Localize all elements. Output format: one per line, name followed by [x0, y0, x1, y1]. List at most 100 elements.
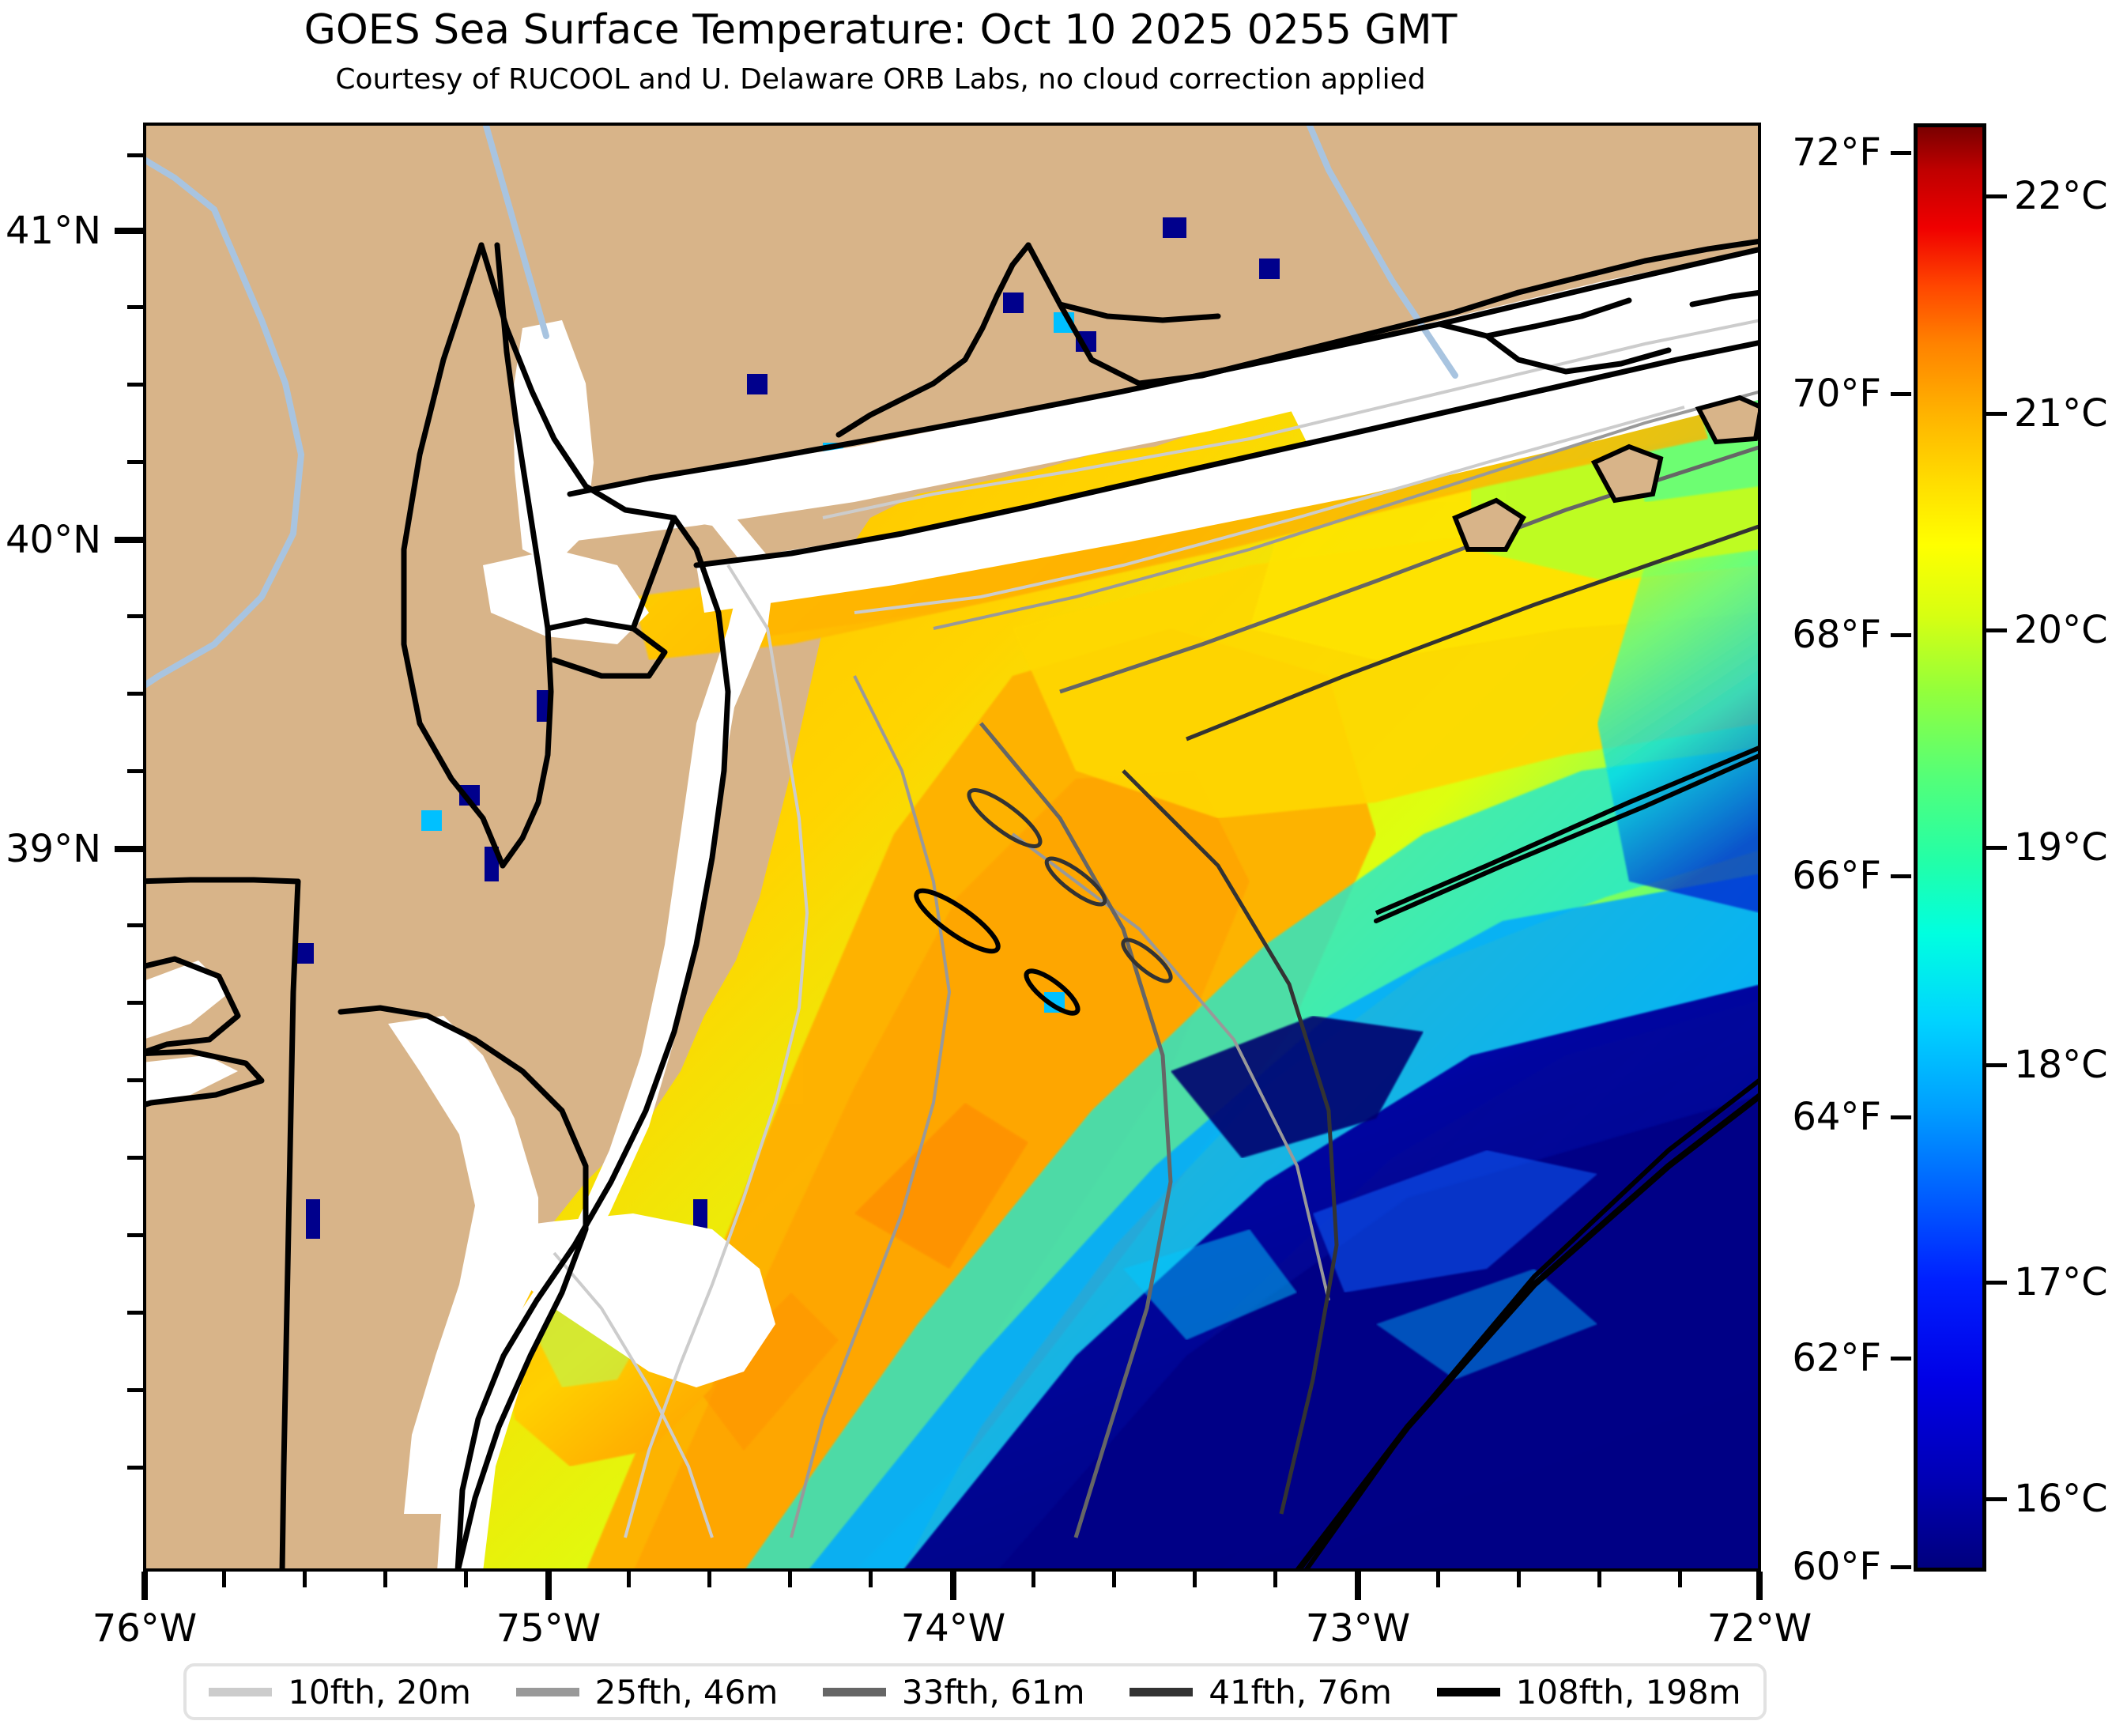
y-tick-minor: [127, 1233, 143, 1237]
y-tick-minor: [127, 1388, 143, 1392]
cb-tick-c: [1986, 412, 2007, 416]
cb-label-22c: 22°C: [2014, 174, 2108, 218]
cb-tick-f: [1891, 1565, 1911, 1569]
cb-tick-f: [1891, 633, 1911, 637]
x-tick-minor: [1112, 1572, 1116, 1587]
x-tick-major: [141, 1572, 148, 1600]
legend-item[interactable]: 108fth, 198m: [1436, 1672, 1741, 1711]
legend-item[interactable]: 10fth, 20m: [209, 1673, 471, 1711]
y-tick-minor: [127, 923, 143, 927]
y-tick-minor: [127, 692, 143, 696]
cb-label-72f: 72°F: [1792, 130, 1881, 175]
cb-label-19c: 19°C: [2014, 825, 2108, 870]
x-tick-minor: [1678, 1572, 1682, 1587]
y-tick-minor: [127, 1311, 143, 1315]
x-tick-minor: [869, 1572, 873, 1587]
y-tick-minor: [127, 1466, 143, 1470]
cb-tick-c: [1986, 1063, 2007, 1067]
y-tick-label-39n: 39°N: [6, 827, 101, 871]
legend-swatch-41fth: [1130, 1687, 1194, 1696]
bathymetry-contours: [553, 319, 1761, 1572]
cb-tick-c: [1986, 628, 2007, 632]
cb-label-18c: 18°C: [2014, 1043, 2108, 1087]
y-tick-major: [115, 537, 143, 543]
x-tick-label-74w: 74°W: [900, 1606, 1006, 1651]
cb-label-66f: 66°F: [1792, 854, 1881, 898]
legend-label-25fth: 25fth, 46m: [594, 1672, 779, 1711]
y-tick-major: [115, 846, 143, 852]
cb-label-60f: 60°F: [1792, 1545, 1881, 1589]
sst-map-canvas: [143, 123, 1761, 1572]
cb-tick-f: [1891, 874, 1911, 878]
legend-label-41fth: 41fth, 76m: [1209, 1672, 1392, 1711]
legend-swatch-25fth: [515, 1687, 579, 1696]
page-subtitle: Courtesy of RUCOOL and U. Delaware ORB L…: [335, 63, 1426, 96]
y-tick-minor: [127, 383, 143, 387]
legend-label-10fth: 10fth, 20m: [288, 1672, 471, 1711]
y-tick-major: [115, 228, 143, 234]
x-tick-minor: [1597, 1572, 1601, 1587]
coastline: [143, 238, 1761, 1572]
y-tick-minor: [127, 153, 143, 157]
x-tick-minor: [1031, 1572, 1035, 1587]
cb-label-64f: 64°F: [1792, 1095, 1881, 1139]
cb-label-21c: 21°C: [2014, 391, 2108, 436]
cb-label-17c: 17°C: [2014, 1260, 2108, 1304]
x-tick-major: [1355, 1572, 1361, 1600]
x-tick-label-76w: 76°W: [92, 1606, 198, 1651]
y-tick-label-40n: 40°N: [6, 518, 101, 562]
cb-tick-f: [1891, 392, 1911, 396]
bathymetry-legend: 10fth, 20m 25fth, 46m 33fth, 61m 41fth, …: [183, 1663, 1767, 1720]
x-tick-minor: [1273, 1572, 1277, 1587]
y-tick-label-41n: 41°N: [6, 209, 101, 253]
cb-tick-f: [1891, 151, 1911, 155]
cb-label-62f: 62°F: [1792, 1336, 1881, 1380]
cb-tick-f: [1891, 1115, 1911, 1119]
x-tick-minor: [464, 1572, 468, 1587]
x-tick-minor: [788, 1572, 792, 1587]
legend-swatch-10fth: [209, 1687, 273, 1696]
x-tick-minor: [222, 1572, 226, 1587]
cb-label-68f: 68°F: [1792, 613, 1881, 657]
x-tick-minor: [383, 1572, 387, 1587]
rivers: [143, 123, 1458, 691]
x-tick-major: [545, 1572, 552, 1600]
cb-tick-c: [1986, 846, 2007, 850]
cb-tick-c: [1986, 194, 2007, 198]
y-tick-minor: [127, 1156, 143, 1160]
y-tick-minor: [127, 769, 143, 773]
x-tick-major: [1756, 1572, 1763, 1600]
legend-item[interactable]: 33fth, 61m: [822, 1672, 1085, 1711]
cb-tick-c: [1986, 1497, 2007, 1501]
cb-label-16c: 16°C: [2014, 1477, 2108, 1521]
y-tick-minor: [127, 1078, 143, 1082]
x-tick-label-72w: 72°W: [1707, 1606, 1812, 1651]
x-tick-label-73w: 73°W: [1305, 1606, 1411, 1651]
x-tick-minor: [303, 1572, 307, 1587]
cb-tick-f: [1891, 1357, 1911, 1360]
x-tick-minor: [707, 1572, 711, 1587]
legend-label-33fth: 33fth, 61m: [901, 1672, 1085, 1711]
colorbar[interactable]: [1914, 123, 1986, 1572]
y-tick-minor: [127, 460, 143, 464]
cb-label-20c: 20°C: [2014, 608, 2108, 652]
x-tick-minor: [1436, 1572, 1440, 1587]
y-tick-minor: [127, 614, 143, 618]
legend-swatch-33fth: [822, 1687, 886, 1696]
x-tick-minor: [1517, 1572, 1521, 1587]
y-tick-minor: [127, 305, 143, 309]
map-svg: [143, 123, 1761, 1572]
x-tick-major: [950, 1572, 956, 1600]
x-tick-label-75w: 75°W: [496, 1606, 602, 1651]
x-tick-minor: [1193, 1572, 1197, 1587]
sst-raster-field: [469, 257, 1761, 1572]
page-title: GOES Sea Surface Temperature: Oct 10 202…: [304, 6, 1458, 54]
cb-label-70f: 70°F: [1792, 372, 1881, 416]
cb-tick-c: [1986, 1281, 2007, 1285]
legend-swatch-108fth: [1436, 1687, 1500, 1696]
x-tick-minor: [627, 1572, 631, 1587]
y-tick-minor: [127, 1001, 143, 1005]
legend-item[interactable]: 41fth, 76m: [1130, 1673, 1392, 1711]
legend-label-108fth: 108fth, 198m: [1515, 1672, 1741, 1711]
legend-item[interactable]: 25fth, 46m: [515, 1672, 779, 1711]
